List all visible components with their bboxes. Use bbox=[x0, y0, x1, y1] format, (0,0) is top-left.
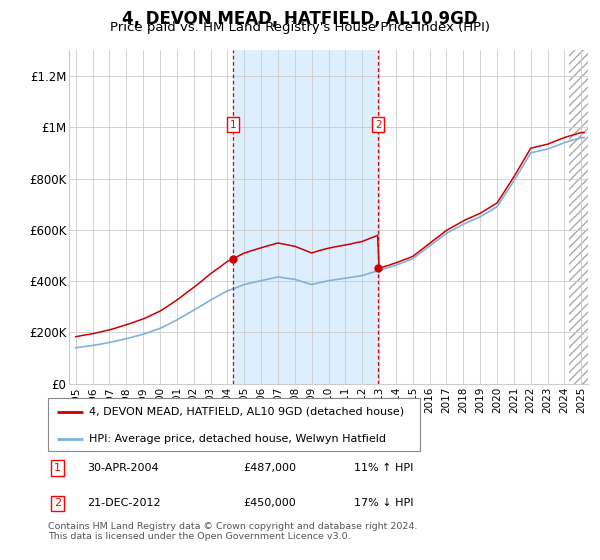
Text: 17% ↓ HPI: 17% ↓ HPI bbox=[354, 498, 414, 508]
Text: HPI: Average price, detached house, Welwyn Hatfield: HPI: Average price, detached house, Welw… bbox=[89, 434, 386, 444]
Text: £487,000: £487,000 bbox=[244, 463, 296, 473]
Text: 1: 1 bbox=[54, 463, 61, 473]
Bar bbox=[569, 50, 600, 384]
Text: 1: 1 bbox=[230, 120, 236, 130]
Text: 4, DEVON MEAD, HATFIELD, AL10 9GD: 4, DEVON MEAD, HATFIELD, AL10 9GD bbox=[122, 10, 478, 27]
Text: 2: 2 bbox=[375, 120, 382, 130]
Text: 2: 2 bbox=[54, 498, 61, 508]
Text: 11% ↑ HPI: 11% ↑ HPI bbox=[354, 463, 413, 473]
Text: 4, DEVON MEAD, HATFIELD, AL10 9GD (detached house): 4, DEVON MEAD, HATFIELD, AL10 9GD (detac… bbox=[89, 407, 404, 417]
Text: Price paid vs. HM Land Registry's House Price Index (HPI): Price paid vs. HM Land Registry's House … bbox=[110, 21, 490, 34]
Bar bbox=[233, 50, 379, 384]
FancyBboxPatch shape bbox=[48, 398, 420, 451]
Text: 30-APR-2004: 30-APR-2004 bbox=[88, 463, 159, 473]
Text: £450,000: £450,000 bbox=[244, 498, 296, 508]
Text: 21-DEC-2012: 21-DEC-2012 bbox=[88, 498, 161, 508]
Text: Contains HM Land Registry data © Crown copyright and database right 2024.
This d: Contains HM Land Registry data © Crown c… bbox=[48, 522, 418, 542]
